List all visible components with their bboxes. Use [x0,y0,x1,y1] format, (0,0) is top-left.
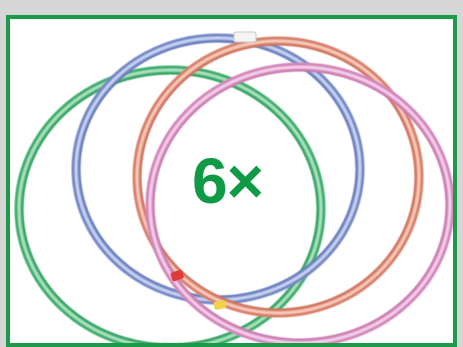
hoop-connector [213,300,227,310]
quantity-badge: 6× [192,145,264,217]
hoop-connector [170,269,184,282]
green-hoop [14,65,326,343]
product-image-frame: 6× [6,15,457,347]
hoop-connector [233,31,257,43]
hula-hoops-illustration [14,31,453,343]
orange-hoop [132,36,424,318]
pink-hoop [145,62,453,343]
